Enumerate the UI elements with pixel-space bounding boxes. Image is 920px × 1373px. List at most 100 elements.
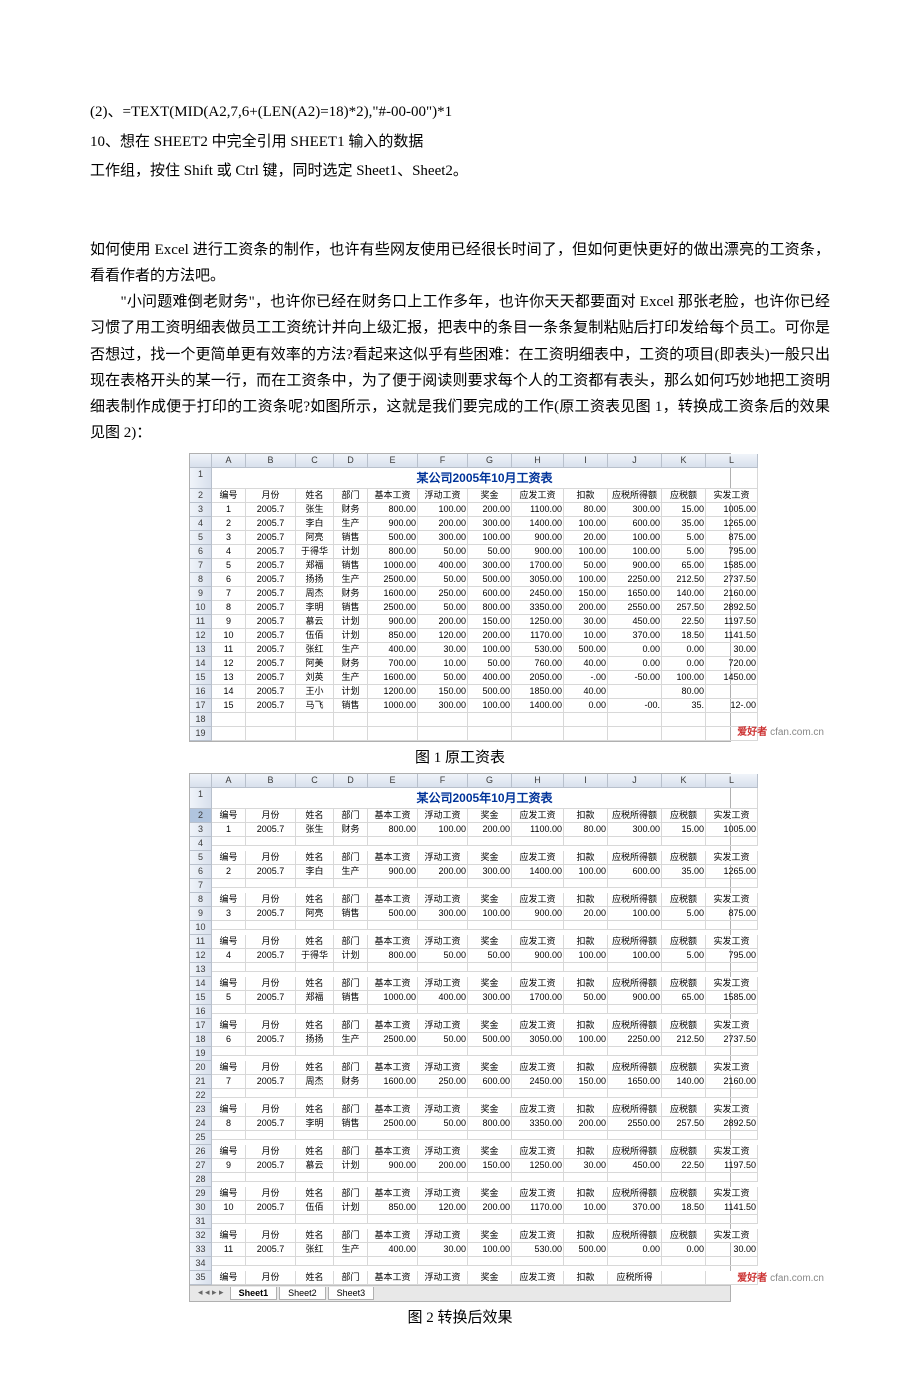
empty-cell[interactable] [246,727,296,741]
empty-cell[interactable] [368,963,418,972]
table-cell[interactable]: 900.00 [368,865,418,879]
empty-cell[interactable] [246,1131,296,1140]
empty-cell[interactable] [468,1047,512,1056]
table-cell[interactable]: 于得华 [296,545,334,559]
empty-cell[interactable] [512,1089,564,1098]
table-cell[interactable]: 150.00 [468,1159,512,1173]
table-cell[interactable]: 2005.7 [246,531,296,545]
table-cell[interactable] [608,685,662,699]
col-header[interactable]: J [608,774,662,788]
table-cell[interactable]: 10.00 [564,1201,608,1215]
table-cell[interactable]: 50.00 [418,1117,468,1131]
table-cell[interactable]: 计划 [334,949,368,963]
table-cell[interactable]: 财务 [334,1075,368,1089]
empty-cell[interactable] [418,1173,468,1182]
row-header[interactable]: 5 [190,851,212,865]
row-header[interactable]: 33 [190,1243,212,1257]
table-cell[interactable]: 257.50 [662,1117,706,1131]
table-cell[interactable]: 257.50 [662,601,706,615]
row-header[interactable]: 14 [190,657,212,671]
empty-cell[interactable] [512,963,564,972]
table-cell[interactable]: 1141.50 [706,1201,758,1215]
table-cell[interactable]: 200.00 [468,503,512,517]
row-header[interactable]: 9 [190,907,212,921]
empty-cell[interactable] [334,1173,368,1182]
table-cell[interactable]: 1197.50 [706,615,758,629]
empty-cell[interactable] [418,1047,468,1056]
table-cell[interactable]: 1250.00 [512,615,564,629]
table-cell[interactable]: 212.50 [662,1033,706,1047]
col-header[interactable]: B [246,774,296,788]
empty-cell[interactable] [296,1047,334,1056]
table-cell[interactable]: 13 [212,671,246,685]
col-header[interactable]: L [706,774,758,788]
empty-cell[interactable] [246,1005,296,1014]
row-header[interactable]: 1 [190,788,212,809]
table-cell[interactable]: 张生 [296,503,334,517]
empty-cell[interactable] [212,1173,246,1182]
table-cell[interactable]: 11 [212,1243,246,1257]
empty-cell[interactable] [468,1173,512,1182]
empty-cell[interactable] [334,837,368,846]
empty-cell[interactable] [662,879,706,888]
col-header[interactable]: H [512,454,564,468]
table-cell[interactable]: 900.00 [608,559,662,573]
empty-cell[interactable] [418,921,468,930]
empty-cell[interactable] [212,837,246,846]
empty-cell[interactable] [296,1005,334,1014]
table-cell[interactable]: 50.00 [468,657,512,671]
empty-cell[interactable] [468,879,512,888]
empty-cell[interactable] [296,1173,334,1182]
table-cell[interactable]: 伍佰 [296,629,334,643]
table-cell[interactable]: 1850.00 [512,685,564,699]
empty-cell[interactable] [246,713,296,727]
empty-cell[interactable] [418,727,468,741]
empty-cell[interactable] [468,921,512,930]
table-cell[interactable]: 郑福 [296,559,334,573]
table-cell[interactable]: 1600.00 [368,1075,418,1089]
empty-cell[interactable] [246,1173,296,1182]
table-cell[interactable]: 生产 [334,573,368,587]
table-cell[interactable]: 10 [212,629,246,643]
sheet-tab-3[interactable]: Sheet3 [328,1287,375,1300]
row-header[interactable]: 21 [190,1075,212,1089]
empty-cell[interactable] [662,1005,706,1014]
table-cell[interactable]: 50.00 [418,671,468,685]
table-cell[interactable]: 900.00 [512,907,564,921]
table-cell[interactable]: 1141.50 [706,629,758,643]
empty-cell[interactable] [368,1215,418,1224]
table-cell[interactable]: 100.00 [468,643,512,657]
col-header[interactable]: F [418,774,468,788]
table-cell[interactable]: 2550.00 [608,601,662,615]
table-cell[interactable]: 2005.7 [246,615,296,629]
empty-cell[interactable] [296,1257,334,1266]
empty-cell[interactable] [564,879,608,888]
table-cell[interactable]: 生产 [334,517,368,531]
empty-cell[interactable] [418,1257,468,1266]
row-header[interactable]: 12 [190,949,212,963]
empty-cell[interactable] [512,1131,564,1140]
row-header[interactable]: 13 [190,963,212,977]
empty-cell[interactable] [706,1131,758,1140]
table-cell[interactable]: 5 [212,559,246,573]
col-header[interactable]: K [662,454,706,468]
empty-cell[interactable] [212,1257,246,1266]
table-cell[interactable]: 0.00 [608,657,662,671]
empty-cell[interactable] [468,1131,512,1140]
table-cell[interactable]: 2160.00 [706,1075,758,1089]
table-cell[interactable]: 100.00 [564,573,608,587]
row-header[interactable]: 23 [190,1103,212,1117]
table-cell[interactable]: 20.00 [564,531,608,545]
table-cell[interactable]: 3 [212,907,246,921]
table-cell[interactable]: 100.00 [564,949,608,963]
empty-cell[interactable] [334,879,368,888]
table-cell[interactable]: 450.00 [608,1159,662,1173]
empty-cell[interactable] [706,1047,758,1056]
empty-cell[interactable] [564,727,608,741]
empty-cell[interactable] [212,713,246,727]
empty-cell[interactable] [468,963,512,972]
table-cell[interactable]: 30.00 [564,615,608,629]
row-header[interactable]: 3 [190,823,212,837]
table-cell[interactable]: 慕云 [296,1159,334,1173]
table-cell[interactable]: 3350.00 [512,1117,564,1131]
